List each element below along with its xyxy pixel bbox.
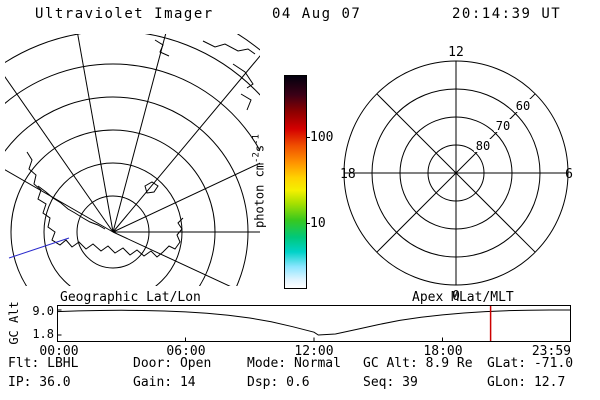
right-plot-caption: Apex MLat/MLT: [412, 290, 514, 305]
status-gc-alt: GC Alt: 8.9 Re: [363, 356, 473, 371]
title-date: 04 Aug 07: [272, 6, 362, 22]
coastline-outlines: [26, 39, 256, 258]
status-glat: GLat: -71.0: [487, 356, 574, 371]
status-gain: Gain: 14: [133, 375, 196, 390]
colorbar-tick-label-10: 10: [310, 216, 326, 231]
gc-alt-strip-chart: [57, 305, 571, 342]
status-seq: Seq: 39: [363, 375, 418, 390]
xtick-1200: 12:00: [294, 344, 334, 359]
orbit-track-line: [8, 237, 70, 259]
mlt-label-12: 12: [448, 45, 464, 60]
colorbar-axis-label: photon cm-2s-1: [252, 134, 267, 228]
dial-ring-labels: 60 70 80: [474, 99, 533, 153]
status-glon: GLon: 12.7: [487, 375, 566, 390]
latlon-grid: [5, 34, 260, 286]
colorbar-label-sup-1: -1: [251, 134, 262, 145]
strip-ytick-top: 9.0: [32, 304, 54, 318]
colorbar-label-sup-2: -2: [251, 152, 262, 163]
status-door: Door: Open: [133, 356, 212, 371]
dial-grid: [343, 60, 569, 286]
colorbar-tick-10: [306, 223, 310, 224]
status-mode: Mode: Normal: [247, 356, 341, 371]
colorbar-label-text: photon cm: [252, 162, 267, 228]
xtick-1800: 18:00: [423, 344, 463, 359]
title-ut-time: 20:14:39 UT: [452, 6, 562, 22]
left-plot-caption: Geographic Lat/Lon: [60, 290, 201, 305]
ring-label-60: 60: [516, 99, 530, 113]
mlt-label-18: 18: [340, 167, 356, 182]
mlt-label-6: 6: [565, 167, 573, 182]
xtick-0600: 06:00: [166, 344, 206, 359]
status-flt: Flt: LBHL: [8, 356, 79, 371]
xtick-2359: 23:59: [531, 344, 571, 359]
app-title: Ultraviolet Imager: [35, 6, 214, 22]
colorbar-label-s: s: [252, 144, 267, 153]
strip-axis-ticks: [57, 309, 443, 342]
status-dsp: Dsp: 0.6: [247, 375, 310, 390]
xtick-0000: 00:00: [39, 344, 79, 359]
dial-mlt-labels: 12 18 6 0: [340, 45, 573, 304]
geographic-map: [5, 34, 260, 286]
ring-label-70: 70: [496, 119, 510, 133]
colorbar-tick-label-100: 100: [310, 130, 334, 145]
gc-alt-curve: [57, 309, 571, 336]
ring-label-80: 80: [476, 139, 490, 153]
apex-mlat-mlt-dial: 60 70 80 12 18 6 0: [340, 45, 573, 304]
strip-ylabel: GC Alt: [7, 301, 21, 345]
status-ip: IP: 36.0: [8, 375, 71, 390]
mlt-label-0: 0: [452, 289, 460, 304]
colorbar-tick-100: [306, 137, 310, 138]
strip-ytick-bottom: 1.8: [32, 327, 54, 341]
intensity-colorbar: [284, 75, 307, 289]
